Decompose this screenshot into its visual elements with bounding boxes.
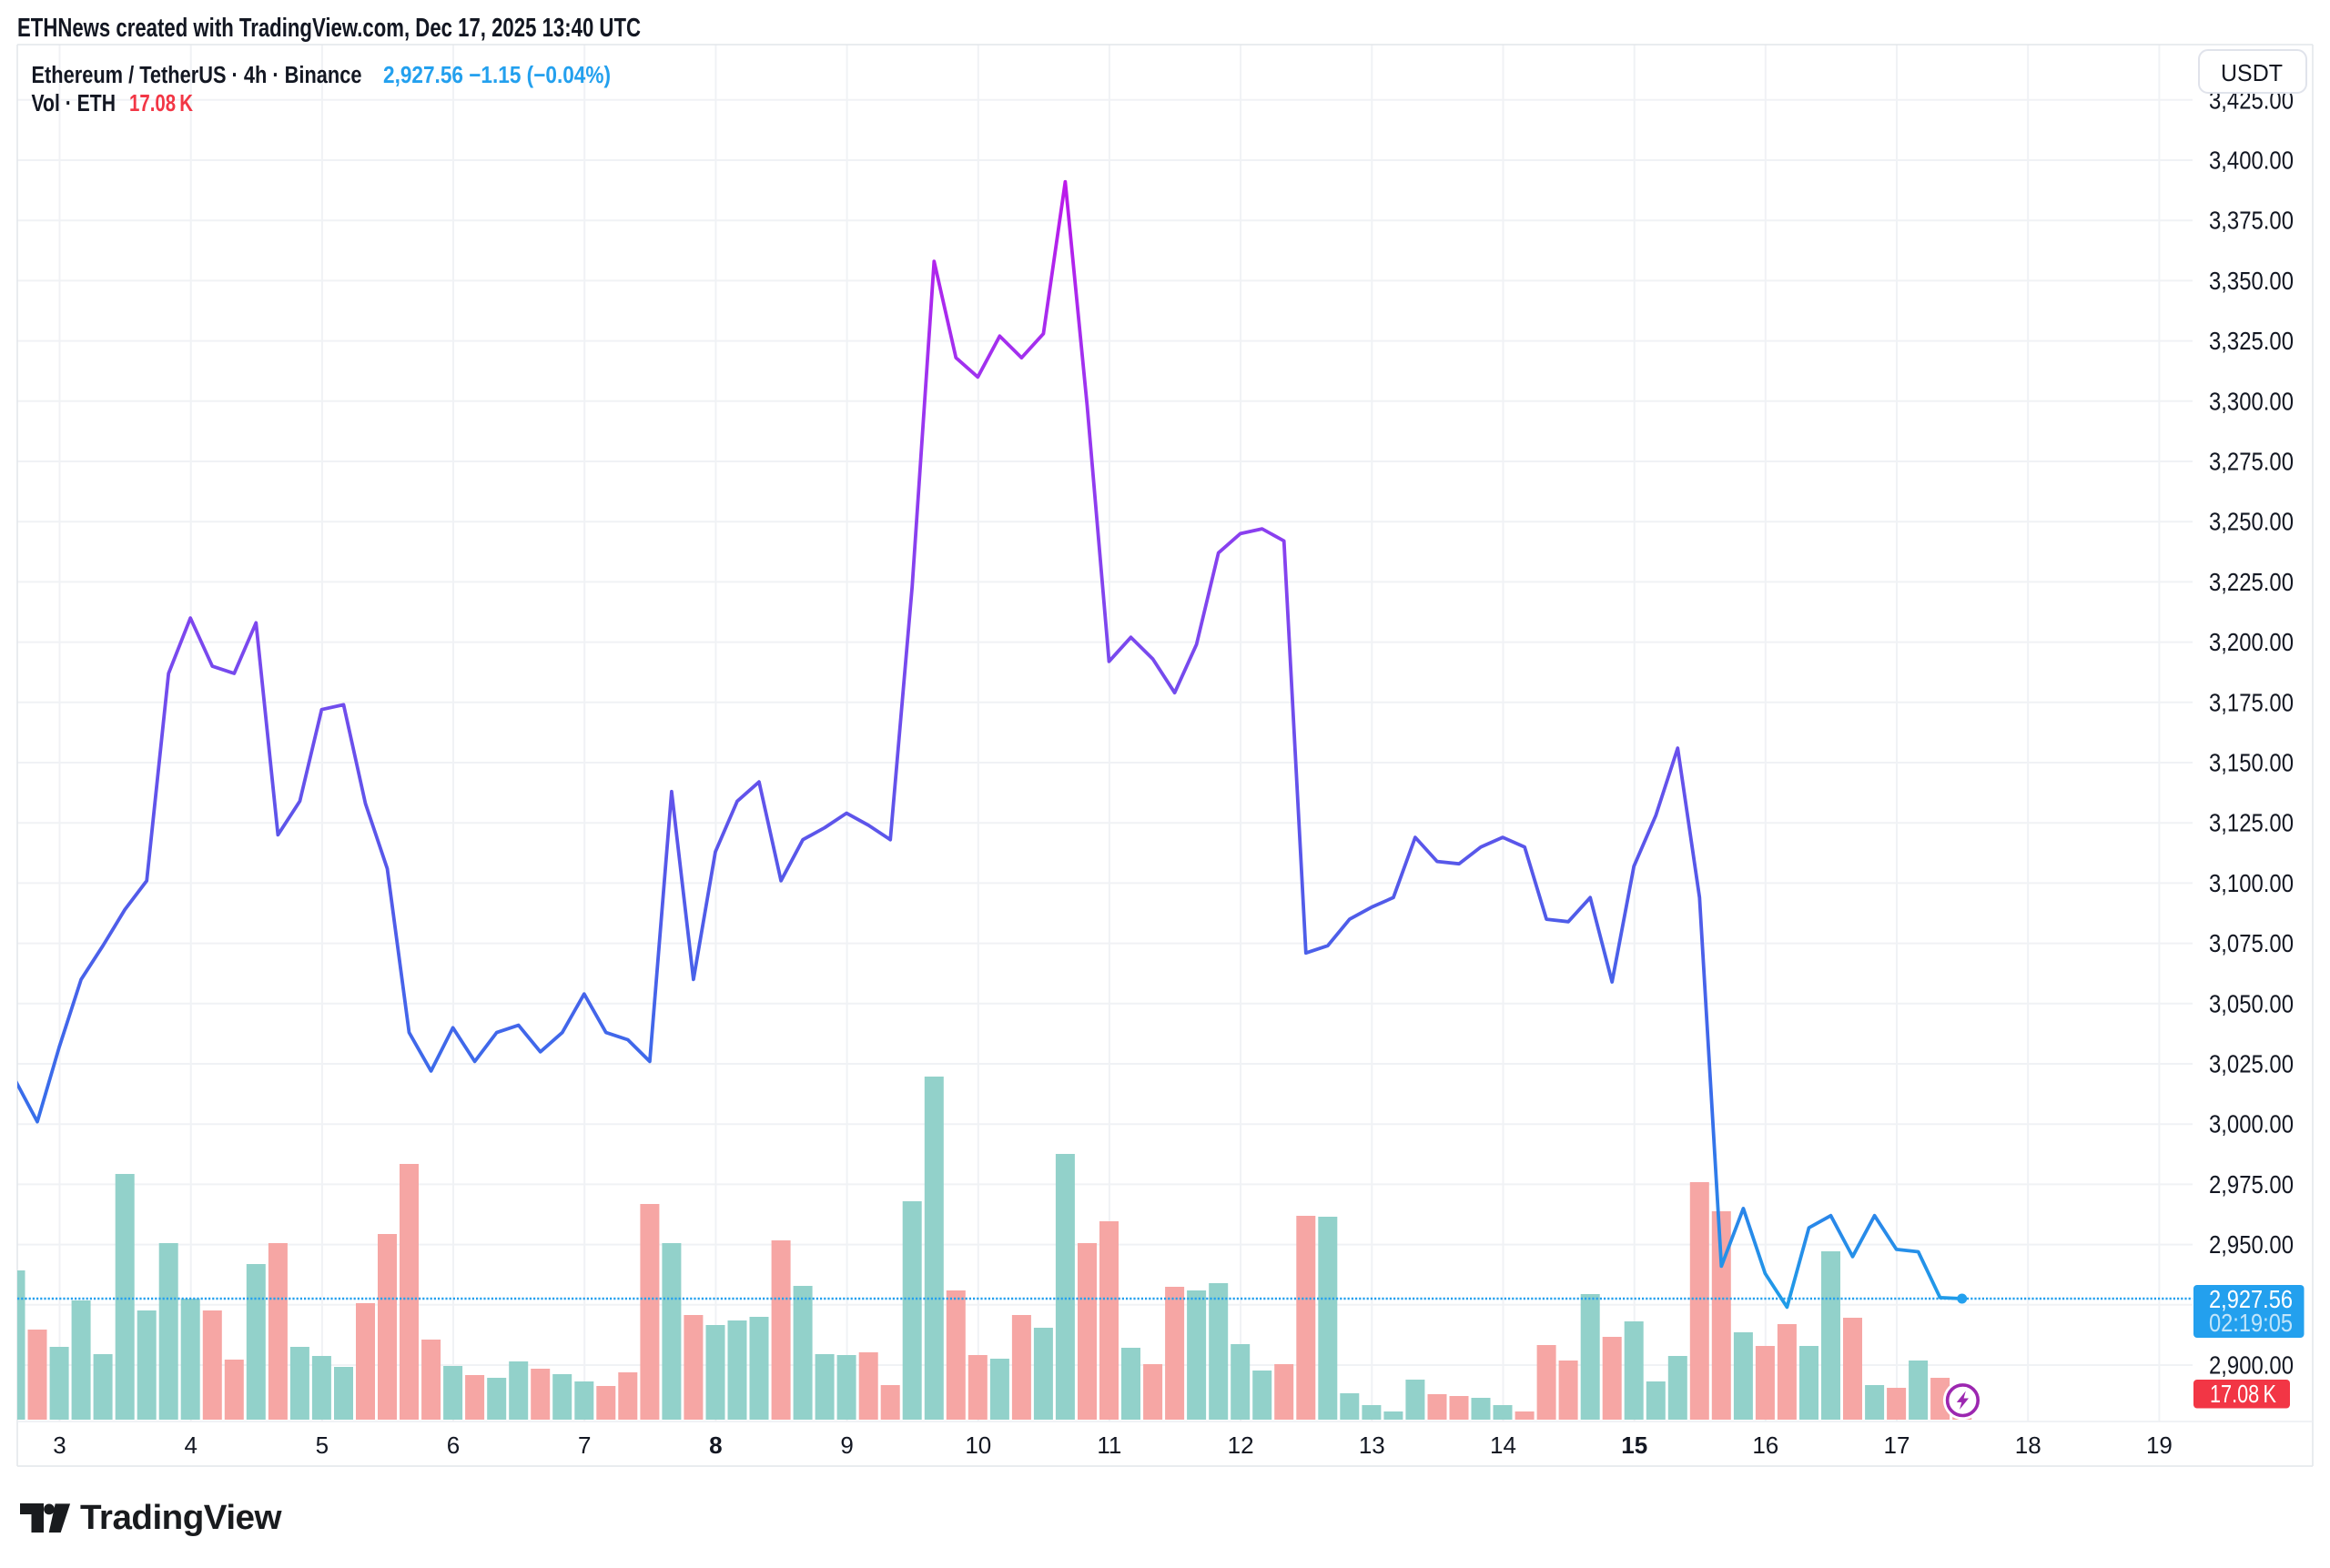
svg-text:3,375.00: 3,375.00 <box>2209 207 2294 235</box>
svg-text:2,927.56: 2,927.56 <box>2209 1285 2293 1313</box>
svg-text:USDT: USDT <box>2221 61 2283 86</box>
svg-text:3,275.00: 3,275.00 <box>2209 448 2294 476</box>
svg-text:Vol · ETH: Vol · ETH <box>32 91 116 116</box>
svg-text:3,200.00: 3,200.00 <box>2209 628 2294 656</box>
svg-text:10: 10 <box>965 1431 991 1459</box>
svg-text:13: 13 <box>1359 1431 1385 1459</box>
svg-text:2,950.00: 2,950.00 <box>2209 1230 2294 1259</box>
svg-text:3,350.00: 3,350.00 <box>2209 267 2294 295</box>
svg-text:3,325.00: 3,325.00 <box>2209 327 2294 355</box>
svg-text:3: 3 <box>53 1431 66 1459</box>
svg-text:17.08 K: 17.08 K <box>129 91 193 116</box>
svg-text:3,150.00: 3,150.00 <box>2209 749 2294 777</box>
svg-text:3,100.00: 3,100.00 <box>2209 869 2294 897</box>
svg-text:9: 9 <box>840 1431 853 1459</box>
svg-text:3,000.00: 3,000.00 <box>2209 1110 2294 1138</box>
svg-text:14: 14 <box>1490 1431 1516 1459</box>
svg-text:3,250.00: 3,250.00 <box>2209 508 2294 536</box>
svg-text:3,300.00: 3,300.00 <box>2209 387 2294 415</box>
svg-text:Ethereum / TetherUS · 4h · Bin: Ethereum / TetherUS · 4h · Binance <box>32 63 362 88</box>
svg-text:2,900.00: 2,900.00 <box>2209 1351 2294 1380</box>
svg-text:17: 17 <box>1884 1431 1910 1459</box>
svg-text:ETHNews created with TradingVi: ETHNews created with TradingView.com, De… <box>17 14 641 43</box>
svg-text:16: 16 <box>1752 1431 1778 1459</box>
svg-text:11: 11 <box>1097 1431 1121 1459</box>
svg-text:19: 19 <box>2146 1431 2173 1459</box>
svg-text:5: 5 <box>316 1431 329 1459</box>
svg-text:6: 6 <box>447 1431 460 1459</box>
svg-text:17.08 K: 17.08 K <box>2210 1380 2276 1408</box>
svg-text:4: 4 <box>184 1431 197 1459</box>
svg-text:2,975.00: 2,975.00 <box>2209 1170 2294 1199</box>
svg-text:02:19:05: 02:19:05 <box>2209 1309 2293 1337</box>
svg-text:3,225.00: 3,225.00 <box>2209 568 2294 596</box>
svg-text:3,175.00: 3,175.00 <box>2209 688 2294 716</box>
svg-text:TradingView: TradingView <box>80 1499 282 1537</box>
svg-text:3,075.00: 3,075.00 <box>2209 929 2294 957</box>
svg-text:18: 18 <box>2015 1431 2041 1459</box>
svg-text:3,125.00: 3,125.00 <box>2209 809 2294 837</box>
svg-text:3,400.00: 3,400.00 <box>2209 147 2294 175</box>
svg-text:7: 7 <box>578 1431 591 1459</box>
svg-text:12: 12 <box>1228 1431 1254 1459</box>
svg-text:3,025.00: 3,025.00 <box>2209 1050 2294 1078</box>
svg-text:8: 8 <box>709 1431 722 1459</box>
svg-text:2,927.56 −1.15 (−0.04%): 2,927.56 −1.15 (−0.04%) <box>383 63 611 88</box>
svg-text:15: 15 <box>1621 1431 1647 1459</box>
svg-text:3,050.00: 3,050.00 <box>2209 989 2294 1017</box>
